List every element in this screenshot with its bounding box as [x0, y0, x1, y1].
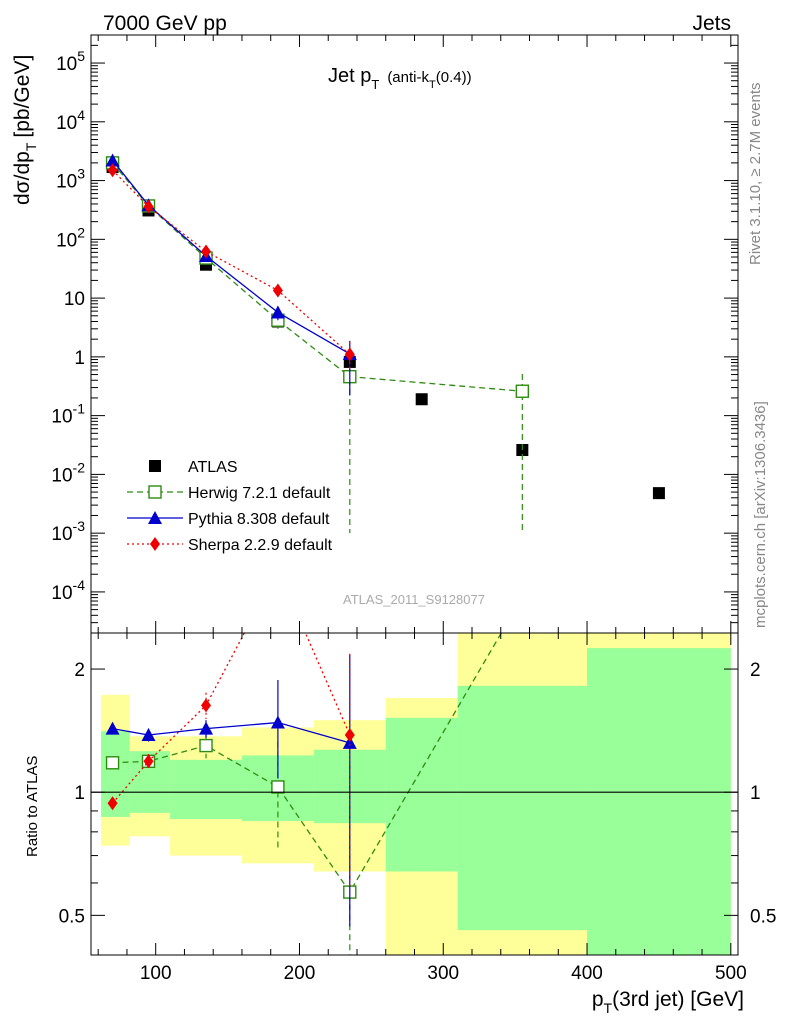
x-tick-label: 300 [427, 963, 459, 984]
main-point-sherpa [107, 163, 118, 178]
ratio-point-herwig [271, 780, 285, 794]
y-tick-label-main: 10 [64, 289, 85, 310]
ratio-point-pythia [141, 727, 156, 741]
y-tick-label-ratio: 2 [74, 660, 85, 681]
ratio-point-pythia [270, 715, 285, 729]
ratio-point-pythia [105, 721, 120, 735]
x-tick-label: 400 [571, 963, 603, 984]
analysis-tag: ATLAS_2011_S9128077 [343, 592, 485, 607]
legend-marker-sherpa [150, 537, 160, 551]
ratio-point-sherpa [201, 698, 212, 713]
main-point-atlas [652, 487, 665, 500]
legend-marker-atlas [149, 460, 161, 472]
band-inner-7 [587, 648, 731, 955]
mcplots-label: mcplots.cern.ch [arXiv:1306.3436] [752, 401, 769, 628]
ratio-point-sherpa [107, 796, 118, 811]
y-tick-label-main: 105 [56, 48, 85, 75]
ratio-point-pythia [342, 735, 357, 749]
y-tick-label-main: 10-2 [51, 459, 85, 486]
legend-label-sherpa: Sherpa 2.2.9 default [188, 537, 333, 554]
axes-layer: 100 200 300 400 500 10-4 10-3 10-2 10-1 1 10 102 103… [51, 34, 776, 984]
band-inner-5 [385, 717, 458, 872]
y-tick-label-main: 1 [74, 348, 85, 369]
y-tick-label-main: 10-1 [51, 401, 85, 428]
y-tick-label-ratio: 1 [74, 783, 85, 804]
y-tick-label-main: 102 [56, 224, 85, 251]
main-line-sherpa [112, 169, 351, 355]
main-point-pythia [270, 305, 285, 319]
ratio-ylabel: Ratio to ATLAS [24, 756, 41, 857]
legend-label-herwig: Herwig 7.2.1 default [188, 485, 331, 502]
legend-label-pythia: Pythia 8.308 default [188, 511, 330, 528]
x-tick-label: 500 [715, 963, 747, 984]
ratio-point-herwig [199, 738, 213, 753]
y-tick-label-ratio-right: 0.5 [750, 906, 776, 927]
main-title: Jet pT (anti-kT(0.4)) [328, 65, 472, 92]
y-tick-label-main: 103 [56, 166, 85, 193]
ratio-point-herwig [105, 756, 120, 770]
y-tick-label-ratio-right: 2 [750, 660, 761, 681]
header-right: Jets [692, 12, 731, 35]
main-plot-layer [105, 153, 665, 534]
ratio-point-sherpa [143, 754, 154, 769]
ratio-uncertainty-bands [101, 633, 731, 955]
y-tick-label-ratio: 0.5 [59, 906, 85, 927]
ratio-point-sherpa [344, 727, 355, 742]
legend-marker-pythia [148, 511, 162, 524]
main-point-sherpa [272, 283, 283, 298]
y-tick-label-ratio-right: 1 [750, 783, 761, 804]
main-point-atlas [415, 393, 428, 406]
x-tick-label: 100 [140, 963, 172, 984]
main-point-sherpa [344, 347, 355, 362]
legend-marker-herwig [148, 485, 162, 499]
legend: ATLAS Herwig 7.2.1 default Pythia 8.308 de… [127, 459, 333, 554]
main-point-herwig [515, 384, 530, 398]
main-point-sherpa [201, 244, 212, 259]
band-inner-2 [170, 759, 242, 820]
ratio-series-group [105, 633, 503, 955]
band-inner-6 [457, 685, 588, 931]
main-ylabel: dσ/dpT[pb/GeV] [11, 55, 39, 205]
main-line-herwig [112, 162, 523, 392]
y-tick-label-main: 10-4 [51, 577, 85, 604]
main-point-pythia [105, 153, 120, 167]
header-left: 7000 GeV pp [103, 12, 227, 35]
ratio-point-pythia [199, 721, 214, 735]
y-tick-label-main: 10-3 [51, 518, 85, 545]
rivet-label: Rivet 3.1.10, ≥ 2.7M events [747, 83, 764, 266]
main-line-pythia [112, 160, 351, 355]
main-point-sherpa [143, 199, 154, 214]
ratio-line-herwig [112, 633, 503, 894]
legend-label-atlas: ATLAS [188, 459, 238, 476]
x-axis-label: pT(3rd jet) [GeV] [592, 988, 744, 1016]
x-tick-label: 200 [284, 963, 316, 984]
y-tick-label-main: 104 [56, 107, 85, 134]
ratio-plot-layer [105, 633, 503, 955]
